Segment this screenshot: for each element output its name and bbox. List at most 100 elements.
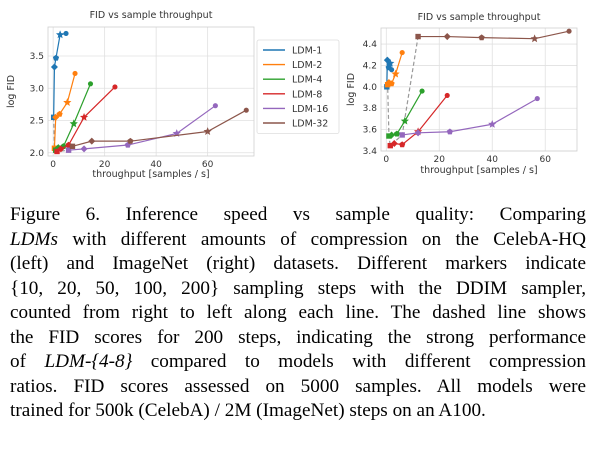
axes-frame (47, 26, 255, 157)
chart-title: FID vs sample throughput (418, 12, 541, 23)
point-ldm-8 (387, 142, 393, 149)
point-ldm-1 (386, 58, 395, 67)
point-ldm-2 (388, 80, 395, 87)
point-ldm-4 (386, 133, 392, 139)
plot-marks (383, 28, 572, 149)
y-axis-label: log FID (6, 75, 17, 108)
y-tick-label: 3.0 (30, 84, 45, 94)
legend-label-ldm-1: LDM-1 (292, 46, 322, 57)
point-ldm-32 (69, 143, 76, 150)
caption-line: ratios. FID scores assessed on 5000 samp… (10, 375, 586, 400)
point-ldm-1 (52, 54, 60, 61)
plot-area (48, 27, 254, 156)
x-tick-label: 60 (202, 160, 214, 170)
caption-italic-text: LDM-{4-8} (44, 351, 133, 372)
point-ldm-8 (57, 145, 65, 153)
point-ldm-8 (79, 112, 89, 121)
y-tick-label: 2.0 (30, 149, 45, 159)
caption-text: compared to models with different compre… (132, 351, 586, 372)
point-ldm-8 (444, 92, 450, 98)
y-axis-label: log FID (346, 73, 357, 106)
plot-area (381, 28, 577, 151)
caption-italic-text: LDMs (10, 228, 58, 250)
caption-text: with different amounts of compression on… (57, 228, 586, 250)
caption-line: of LDM-{4-8} compared to models with dif… (10, 350, 586, 375)
chart-title: FID vs sample throughput (90, 10, 213, 21)
figure-charts: 0 20 40 60 2.0 2.5 3.0 3.5 FID vs sample through… (6, 10, 578, 180)
legend-label-ldm-8: LDM-8 (292, 89, 322, 100)
caption-text: (left) and ImageNet (right) datasets. Di… (10, 253, 586, 274)
point-ldm-16 (212, 103, 218, 109)
legend-label-ldm-16: LDM-16 (292, 104, 328, 115)
x-tick-label: 0 (383, 155, 389, 165)
point-ldm-1 (55, 30, 65, 39)
point-ldm-32 (88, 137, 96, 145)
caption-text: Figure 6. Inference speed vs sample qual… (10, 204, 586, 225)
point-ldm-32 (127, 137, 134, 144)
caption-line: LDMs with different amounts of compressi… (10, 228, 586, 253)
point-ldm-4 (87, 81, 94, 87)
figure-caption: Figure 6. Inference speed vs sample qual… (10, 203, 586, 424)
caption-text: {10, 20, 50, 100, 200} sampling steps wi… (10, 277, 586, 299)
legend-label-ldm-2: LDM-2 (292, 60, 322, 71)
point-ldm-32 (530, 34, 539, 43)
point-ldm-2 (56, 110, 63, 117)
point-ldm-32 (566, 28, 572, 34)
caption-text: ratios. FID scores assessed on 5000 samp… (10, 375, 586, 397)
point-ldm-8 (54, 148, 60, 155)
point-ldm-16 (446, 128, 453, 135)
legend-label-ldm-4: LDM-4 (292, 75, 322, 86)
caption-line: trained for 500k (CelebA) / 2M (ImageNet… (10, 399, 586, 424)
y-tick-label: 4.4 (363, 40, 378, 50)
chart-right: 0 20 40 60 3.4 3.6 3.8 4.0 4.2 4.4 FID vs sample t… (346, 12, 578, 176)
point-ldm-1 (389, 67, 395, 73)
point-ldm-16 (488, 119, 497, 128)
point-ldm-4 (69, 119, 78, 128)
point-ldm-4 (393, 130, 400, 137)
caption-line: the FID scores for 200 steps, indicating… (10, 326, 586, 351)
x-tick-label: 20 (434, 155, 446, 165)
legend-label-ldm-32: LDM-32 (292, 119, 328, 130)
point-ldm-16 (399, 132, 405, 138)
caption-text: the FID scores for 200 steps, indicating… (10, 326, 586, 348)
point-ldm-4 (419, 88, 425, 94)
point-ldm-1 (50, 63, 58, 71)
point-ldm-4 (388, 131, 396, 139)
x-tick-label: 20 (99, 160, 111, 170)
x-axis-label: throughput [samples / s] (420, 165, 537, 176)
caption-text: trained for 500k (CelebA) / 2M (ImageNet… (10, 400, 486, 421)
point-ldm-8 (112, 84, 118, 90)
x-axis-label: throughput [samples / s] (92, 169, 209, 180)
x-tick-label: 60 (539, 155, 551, 165)
y-tick-label: 4.0 (363, 83, 378, 93)
y-tick-label: 3.4 (363, 147, 378, 157)
point-ldm-32 (243, 107, 249, 113)
point-ldm-16 (80, 145, 88, 153)
x-tick-label: 40 (150, 160, 162, 170)
point-ldm-32 (203, 127, 212, 135)
y-tick-label: 3.8 (363, 104, 378, 114)
y-tick-label: 2.5 (30, 117, 44, 127)
plot-marks (50, 30, 249, 155)
y-tick-label: 4.2 (363, 61, 377, 71)
caption-text: counted from right to left along each li… (10, 302, 586, 323)
caption-line: {10, 20, 50, 100, 200} sampling steps wi… (10, 277, 586, 302)
legend-box (256, 39, 340, 134)
point-ldm-32 (443, 33, 451, 41)
caption-text: of (10, 351, 45, 372)
point-ldm-1 (63, 30, 69, 37)
y-tick-label: 3.5 (30, 52, 44, 62)
point-ldm-1 (383, 56, 391, 64)
point-ldm-16 (534, 96, 540, 102)
point-ldm-2 (391, 69, 400, 78)
point-ldm-8 (399, 141, 406, 148)
legend: LDM-1 LDM-2 LDM-4 LDM-8 LDM-16 LDM-32 (256, 39, 340, 134)
y-tick-label: 3.6 (363, 126, 378, 136)
point-ldm-2 (63, 98, 72, 106)
point-ldm-2 (399, 50, 405, 56)
axes-frame (380, 27, 578, 152)
point-ldm-32 (415, 33, 421, 40)
point-ldm-4 (400, 116, 409, 125)
point-ldm-16 (414, 129, 422, 137)
caption-line: (left) and ImageNet (right) datasets. Di… (10, 252, 586, 277)
